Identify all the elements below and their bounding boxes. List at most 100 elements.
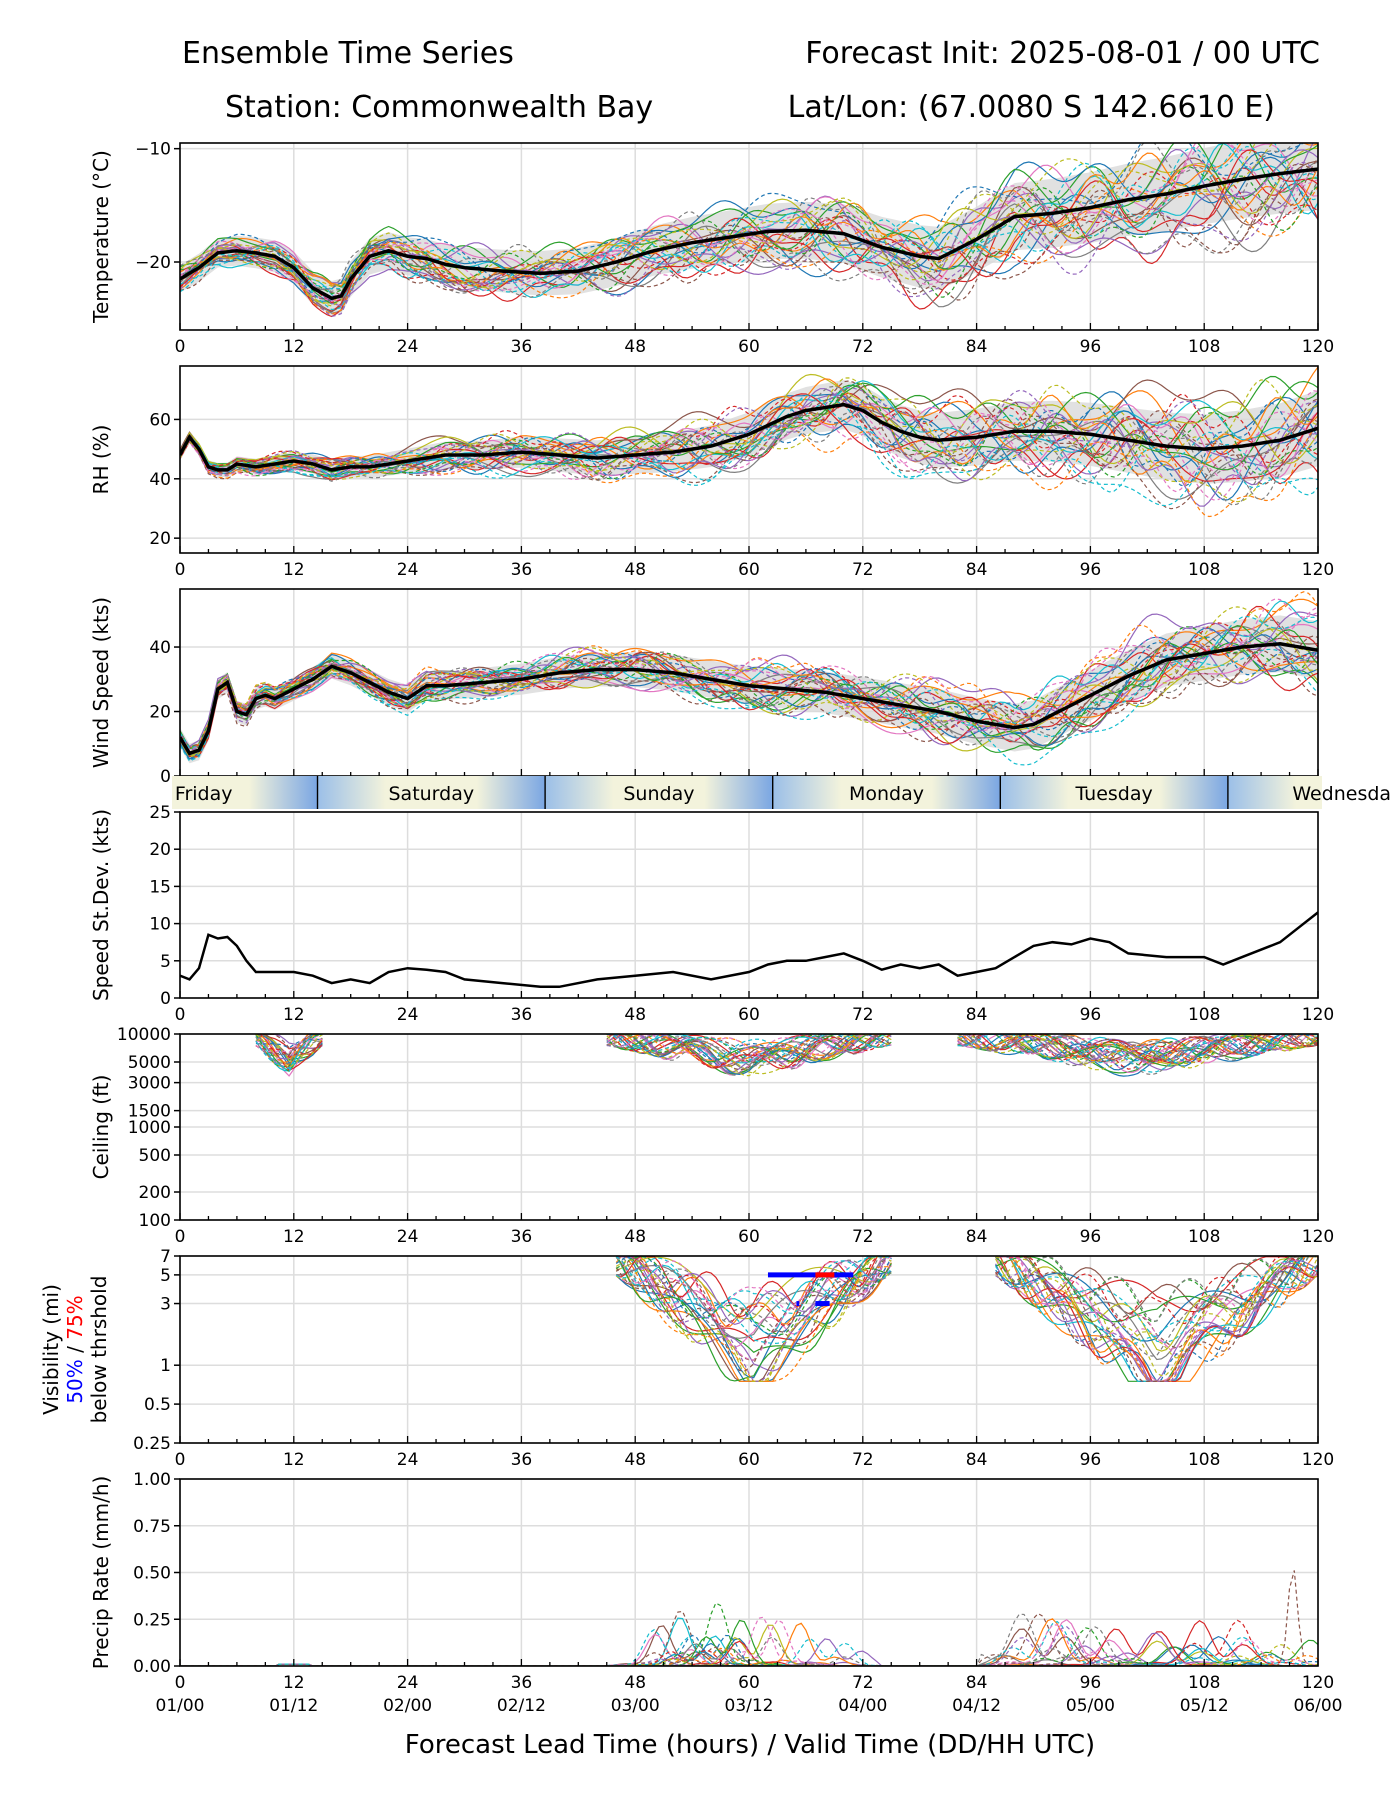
xtick-label: 60 xyxy=(738,337,760,357)
ceiling-member-line xyxy=(957,1034,1318,1073)
xtick-label: 108 xyxy=(1188,1450,1220,1470)
rh-member-line xyxy=(180,394,1318,496)
xtick-label: 72 xyxy=(852,1005,874,1025)
speed_stdev-grid xyxy=(179,811,1319,999)
visibility-member-line xyxy=(995,1256,1318,1377)
wind_speed-member-line xyxy=(180,625,1318,751)
xtick-label: 12 xyxy=(283,1673,305,1693)
precip-ytick-label: 0.75 xyxy=(133,1517,171,1537)
visibility-member-line xyxy=(615,1256,892,1382)
day-segment xyxy=(1000,776,1228,809)
xtick-label: 96 xyxy=(1080,560,1102,580)
wind_speed-ytick-label: 0 xyxy=(160,767,171,787)
temperature-member-line xyxy=(180,143,1318,301)
xtick-label: 60 xyxy=(738,1673,760,1693)
rh-member-line xyxy=(180,375,1318,475)
ceiling-member-line xyxy=(255,1043,323,1059)
speed_stdev-panel: 0 5 10 15 20 25 Speed St.Dev. (kts) 0 12 24 36 48 60… xyxy=(89,803,1334,1025)
temperature-spread-band xyxy=(180,143,1318,316)
x-axis-label: Forecast Lead Time (hours) / Valid Time … xyxy=(405,1730,1095,1760)
latlon-title: Lat/Lon: (67.0080 S 142.6610 E) xyxy=(788,90,1275,125)
ceiling-ylabel: Ceiling (ft) xyxy=(89,1075,113,1180)
xtick-label: 0 xyxy=(175,1673,186,1693)
xtick-label: 96 xyxy=(1080,1673,1102,1693)
xtick-label: 72 xyxy=(852,1227,874,1247)
speed_stdev-ytick-label: 5 xyxy=(160,952,171,972)
speed_stdev-ytick-label: 15 xyxy=(149,877,171,897)
ceiling-member-line xyxy=(957,1034,1318,1064)
temperature-member-line xyxy=(180,149,1318,307)
station-title: Station: Commonwealth Bay xyxy=(225,90,653,125)
rh-member-line xyxy=(180,382,1318,480)
visibility-member-line xyxy=(615,1256,892,1345)
ceiling-member-line xyxy=(957,1034,1318,1065)
rh-ylabel: RH (%) xyxy=(89,425,113,495)
wind_speed-member-line xyxy=(180,606,1318,758)
visibility-x-ticks: 0 12 24 36 48 60 72 84 96 108 120 xyxy=(175,1436,1334,1470)
ceiling-member-line xyxy=(957,1034,1318,1066)
precip-member-line xyxy=(180,1632,1318,1666)
visibility-grid xyxy=(179,1255,1319,1444)
ceiling-member-line xyxy=(957,1034,1318,1063)
ceiling-member-line xyxy=(255,1034,323,1060)
xtick-label: 84 xyxy=(966,1450,988,1470)
ceiling-ytick-label: 500 xyxy=(139,1146,171,1166)
visibility-member-line xyxy=(616,1256,892,1323)
temperature-member-line xyxy=(180,171,1318,304)
day-segment xyxy=(1227,776,1322,809)
precip-y-ticks: 0.00 0.25 0.50 0.75 1.00 xyxy=(133,1470,180,1677)
precip-ytick-label: 0.25 xyxy=(133,1610,171,1630)
speed_stdev-ylabel: Speed St.Dev. (kts) xyxy=(89,809,113,1001)
xtick-label: 60 xyxy=(738,1227,760,1247)
temperature-y-ticks: −10 −20 xyxy=(135,140,180,273)
valid-time-label: 03/12 xyxy=(725,1696,774,1716)
visibility-ytick-label: 7 xyxy=(160,1247,171,1267)
xtick-label: 120 xyxy=(1302,337,1334,357)
speed_stdev-ytick-label: 0 xyxy=(160,989,171,1009)
wind_speed-ytick-label: 40 xyxy=(149,638,171,658)
xtick-label: 0 xyxy=(175,1005,186,1025)
xtick-label: 24 xyxy=(397,337,419,357)
visibility-member-line xyxy=(615,1257,892,1315)
title-left: Ensemble Time Series xyxy=(182,36,514,71)
ceiling-ytick-label: 1000 xyxy=(128,1118,171,1138)
xtick-label: 72 xyxy=(852,560,874,580)
ceiling-member-line xyxy=(957,1034,1318,1064)
xtick-label: 96 xyxy=(1080,1450,1102,1470)
xtick-label: 24 xyxy=(397,1673,419,1693)
wind_speed-mean-line xyxy=(180,642,1318,756)
temperature-member-line xyxy=(180,147,1318,304)
xtick-label: 24 xyxy=(397,1005,419,1025)
ceiling-ytick-label: 100 xyxy=(139,1211,171,1231)
xtick-label: 36 xyxy=(511,560,533,580)
valid-time-label: 06/00 xyxy=(1294,1696,1343,1716)
precip-member-line xyxy=(180,1619,1318,1666)
xtick-label: 0 xyxy=(175,560,186,580)
visibility-member-line xyxy=(616,1256,892,1328)
xtick-label: 120 xyxy=(1302,560,1334,580)
visibility-member-line xyxy=(615,1256,892,1372)
ceiling-member-line xyxy=(606,1034,892,1063)
rh-member-line xyxy=(180,400,1318,501)
temperature-member-line xyxy=(180,143,1257,288)
day-label: Wednesda xyxy=(1292,783,1391,805)
wind_speed-member-line xyxy=(180,606,1318,756)
xtick-label: 12 xyxy=(283,560,305,580)
ceiling-member-line xyxy=(255,1034,323,1069)
visibility-member-line xyxy=(616,1256,892,1354)
ceiling-member-line xyxy=(957,1034,1318,1062)
temperature-member-line xyxy=(180,161,1318,318)
visibility-member-line xyxy=(995,1262,1318,1382)
valid-time-label: 05/12 xyxy=(1180,1696,1229,1716)
precip-member-line xyxy=(180,1645,1318,1666)
xtick-label: 48 xyxy=(624,1450,646,1470)
ceiling-member-line xyxy=(606,1034,892,1061)
vis-50-label: 50% xyxy=(63,1359,87,1403)
ceiling-member-line xyxy=(255,1034,323,1065)
temperature-mean-line xyxy=(180,167,1318,301)
speed_stdev-ytick-label: 10 xyxy=(149,915,171,935)
visibility-ytick-label: 0.25 xyxy=(133,1434,171,1454)
precip-ytick-label: 1.00 xyxy=(133,1470,171,1490)
xtick-label: 120 xyxy=(1302,1673,1334,1693)
day-label: Saturday xyxy=(388,783,474,805)
